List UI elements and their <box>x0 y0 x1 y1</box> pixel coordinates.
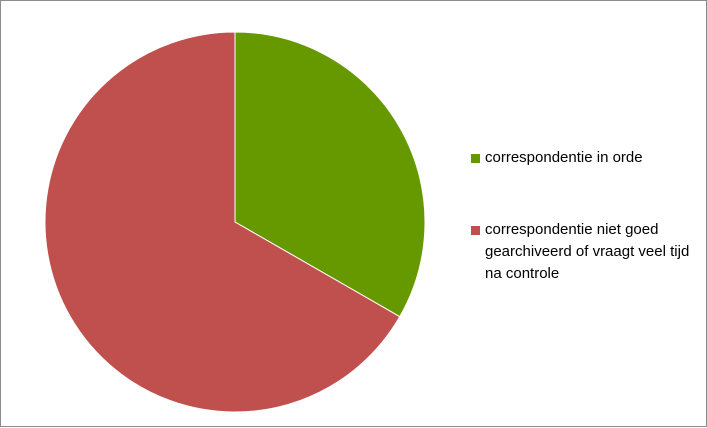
legend: correspondentie in orde correspondentie … <box>471 147 703 285</box>
legend-swatch-red <box>471 226 480 235</box>
legend-swatch-green <box>471 154 480 163</box>
pie-slice-1 <box>44 31 401 413</box>
legend-label-niet-goed: correspondentie niet goed gearchiveerd o… <box>485 221 690 282</box>
pie-slice-0 <box>234 31 426 318</box>
legend-item-in-orde: correspondentie in orde <box>471 147 703 169</box>
legend-item-niet-goed: correspondentie niet goed gearchiveerd o… <box>471 219 703 285</box>
legend-label-in-orde: correspondentie in orde <box>485 149 643 166</box>
